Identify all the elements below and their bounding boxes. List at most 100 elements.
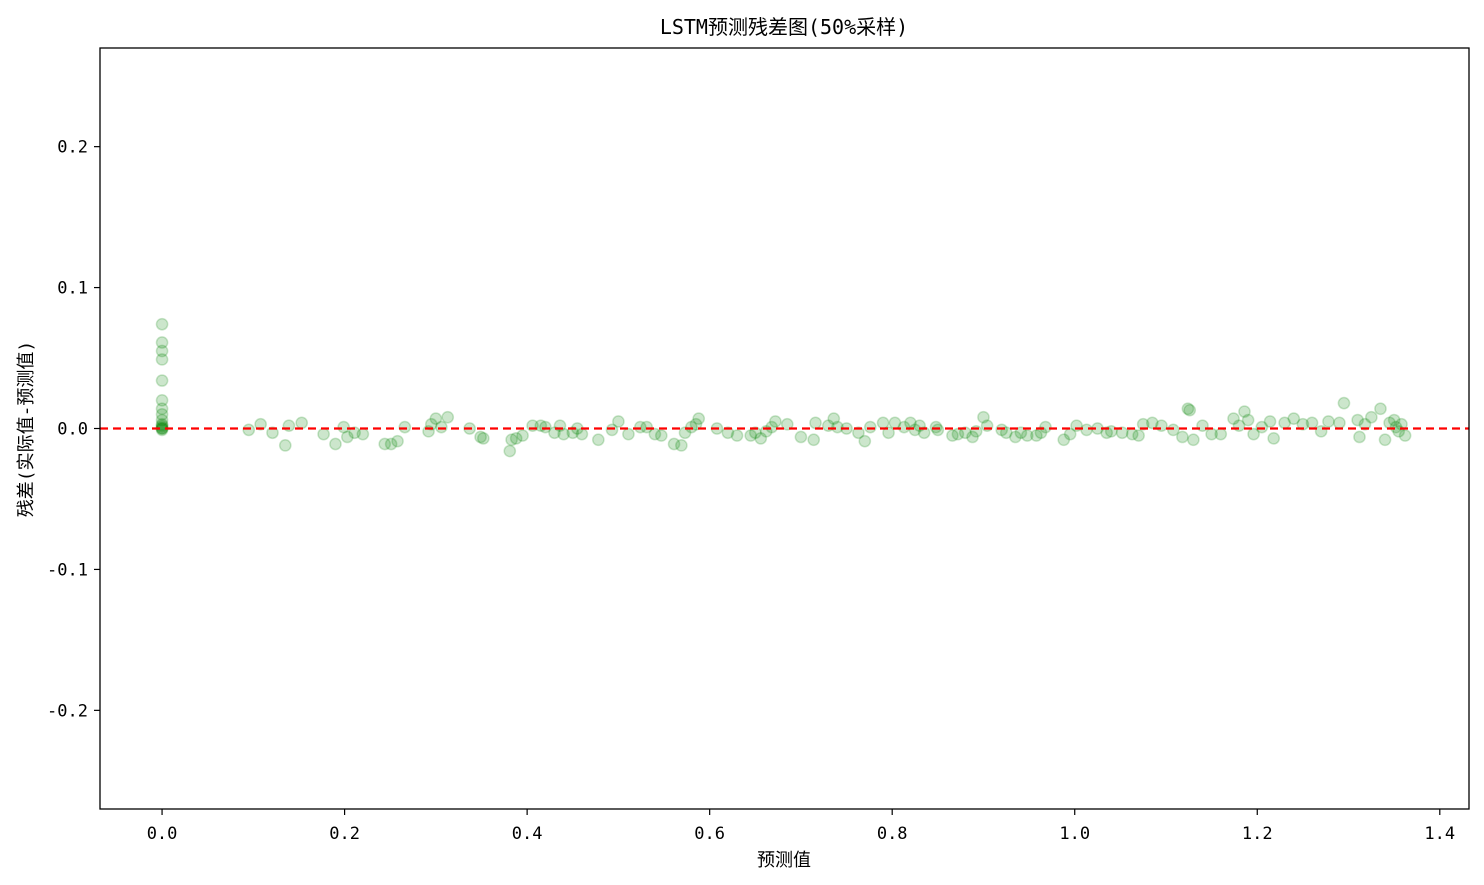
scatter-point [1132, 429, 1145, 442]
scatter-point [882, 426, 895, 440]
scatter-point [566, 426, 580, 440]
y-axis: -0.2 -0.1 0.0 0.1 0.2 [47, 138, 100, 721]
scatter-point [384, 437, 398, 451]
scatter-point [640, 420, 654, 434]
scatter-point [1333, 416, 1346, 430]
x-axis: 0.0 0.2 0.4 0.6 0.8 1.0 1.2 1.4 [147, 809, 1455, 844]
scatter-point [999, 426, 1013, 440]
scatter-point [1255, 420, 1269, 434]
scatter-point [678, 426, 692, 440]
scatter-point [391, 434, 404, 448]
y-tick-label: 0.0 [57, 420, 88, 440]
scatter-point [765, 420, 779, 434]
x-tick-label: 1.0 [1059, 824, 1090, 844]
scatter-point [794, 430, 808, 444]
scatter-point [1387, 413, 1401, 427]
scatter-point [1287, 412, 1301, 425]
scatter-point [1034, 426, 1048, 440]
scatter-point [329, 437, 342, 451]
scatter-point [1115, 426, 1129, 440]
points-layer [155, 317, 1412, 458]
scatter-point [1358, 417, 1372, 431]
scatter-point [337, 420, 351, 434]
scatter-point [858, 434, 872, 448]
x-tick-label: 0.6 [694, 824, 725, 844]
scatter-point [1063, 427, 1077, 441]
scatter-point [295, 416, 309, 430]
scatter-point [958, 426, 972, 440]
scatter-point [1267, 432, 1281, 445]
scatter-point [648, 427, 662, 441]
scatter-point [155, 423, 169, 437]
scatter-point [721, 426, 735, 440]
scatter-point [1364, 410, 1378, 424]
scatter-point [155, 420, 169, 434]
scatter-point [356, 427, 370, 441]
scatter-point [1009, 430, 1022, 444]
scatter-point [434, 420, 448, 434]
scatter-point [863, 420, 877, 434]
scatter-point [1305, 416, 1319, 430]
scatter-point [155, 317, 169, 331]
scatter-point [155, 374, 169, 387]
scatter-point [1378, 433, 1392, 447]
scatter-point [730, 429, 744, 442]
scatter-point [951, 427, 965, 441]
scatter-point [505, 433, 518, 447]
scatter-point [516, 429, 529, 442]
scatter-point [1136, 417, 1150, 431]
scatter-point [1039, 420, 1052, 434]
y-tick-label: -0.2 [47, 701, 88, 721]
scatter-point [1322, 415, 1335, 428]
scatter-point [155, 336, 169, 349]
scatter-point [1374, 402, 1387, 416]
scatter-point [908, 423, 922, 437]
scatter-point [969, 424, 983, 438]
scatter-point [809, 416, 822, 430]
scatter-point [1296, 417, 1310, 431]
x-tick-label: 1.2 [1242, 824, 1273, 844]
scatter-point [1351, 413, 1365, 427]
scatter-point [509, 432, 523, 445]
scatter-point [242, 423, 256, 437]
scatter-point [155, 393, 169, 407]
scatter-point [1398, 429, 1412, 442]
scatter-point [155, 408, 169, 421]
scatter-point [1214, 427, 1228, 441]
chart-title: LSTM预测残差图(50%采样) [660, 15, 908, 39]
scatter-point [1314, 424, 1328, 438]
scatter-point [685, 420, 698, 434]
scatter-point [155, 419, 169, 433]
scatter-point [1014, 426, 1028, 440]
scatter-point [897, 420, 911, 434]
scatter-point [827, 412, 841, 425]
scatter-point [476, 432, 490, 445]
scatter-point [1227, 412, 1240, 425]
x-tick-label: 0.4 [512, 824, 543, 844]
x-tick-label: 0.2 [329, 824, 360, 844]
scatter-point [1263, 415, 1277, 428]
scatter-point [1176, 430, 1189, 444]
scatter-point [155, 417, 169, 431]
scatter-point [1183, 403, 1197, 417]
scatter-point [966, 430, 979, 444]
scatter-point [539, 420, 552, 434]
scatter-point [155, 402, 169, 416]
scatter-point [852, 426, 865, 440]
scatter-point [980, 419, 994, 433]
scatter-point [780, 417, 794, 431]
scatter-point [1389, 420, 1403, 434]
x-axis-label: 预测值 [757, 850, 811, 871]
scatter-point [1395, 417, 1408, 431]
scatter-point [1080, 423, 1093, 437]
y-tick-label: 0.1 [57, 279, 88, 299]
scatter-point [1353, 430, 1366, 444]
scatter-point [754, 432, 768, 445]
scatter-point [946, 429, 959, 442]
scatter-point [1145, 416, 1159, 430]
scatter-point [917, 426, 931, 440]
scatter-point [1238, 405, 1251, 418]
scatter-point [1181, 402, 1195, 416]
